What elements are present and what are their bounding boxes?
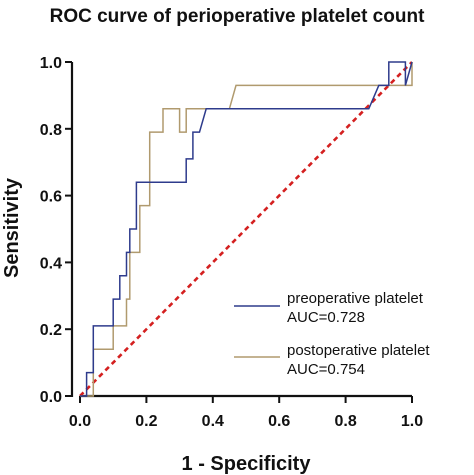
legend: preoperative platelet AUC=0.728 postoper… (234, 290, 430, 378)
x-tick-label: 0.2 (135, 413, 157, 430)
series-line-postoperative (80, 62, 413, 397)
x-axis-label: 1 - Specificity (182, 453, 312, 475)
legend-label-postoperative: postoperative platelet (287, 342, 430, 359)
x-tick-label: 0.8 (334, 413, 356, 430)
legend-label-preoperative: preoperative platelet (287, 290, 424, 307)
y-tick-label: 0.8 (40, 122, 62, 139)
axes: 0.0 0.2 0.4 0.6 0.8 1.0 0.0 0.2 0.4 0.6 0.8 1.0 (40, 55, 423, 430)
y-axis-label: Sensitivity (1, 177, 23, 278)
x-tick-label: 0.6 (268, 413, 290, 430)
y-tick-label: 0.2 (40, 322, 62, 339)
y-tick-label: 1.0 (40, 55, 62, 72)
y-tick-label: 0.6 (40, 189, 62, 206)
chart-title: ROC curve of perioperative platelet coun… (50, 6, 425, 27)
legend-auc-preoperative: AUC=0.728 (287, 309, 365, 326)
legend-auc-postoperative: AUC=0.754 (287, 361, 365, 378)
y-tick-label: 0.0 (40, 389, 62, 406)
series-layer (79, 61, 413, 397)
reference-diagonal-line (79, 61, 413, 397)
x-tick-label: 0.0 (69, 413, 91, 430)
y-tick-label: 0.4 (40, 255, 62, 272)
series-line-preoperative (80, 61, 413, 397)
x-tick-label: 0.4 (202, 413, 224, 430)
x-tick-label: 1.0 (401, 413, 423, 430)
